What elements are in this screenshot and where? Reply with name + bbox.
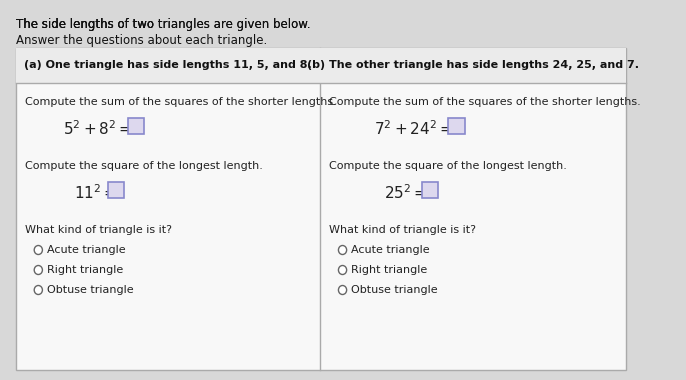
Text: Obtuse triangle: Obtuse triangle <box>351 285 438 295</box>
Text: (a) One triangle has side lengths 11, 5, and 8.: (a) One triangle has side lengths 11, 5,… <box>24 60 311 71</box>
Text: What kind of triangle is it?: What kind of triangle is it? <box>329 225 476 235</box>
Text: (b) The other triangle has side lengths 24, 25, and 7.: (b) The other triangle has side lengths … <box>307 60 639 71</box>
Text: Answer the questions about each triangle.: Answer the questions about each triangle… <box>16 34 267 47</box>
FancyBboxPatch shape <box>448 118 464 134</box>
Circle shape <box>338 245 346 255</box>
FancyBboxPatch shape <box>422 182 438 198</box>
Text: Acute triangle: Acute triangle <box>351 245 429 255</box>
Text: Right triangle: Right triangle <box>351 265 427 275</box>
FancyBboxPatch shape <box>108 182 124 198</box>
Text: The side lengths of two triangles are given below.: The side lengths of two triangles are gi… <box>16 18 310 31</box>
Text: $25^2 =$: $25^2 =$ <box>383 183 427 202</box>
Circle shape <box>34 266 43 274</box>
Circle shape <box>34 245 43 255</box>
Text: Acute triangle: Acute triangle <box>47 245 125 255</box>
Text: $11^2 =$: $11^2 =$ <box>74 183 117 202</box>
Circle shape <box>34 285 43 294</box>
Text: What kind of triangle is it?: What kind of triangle is it? <box>25 225 172 235</box>
Text: Compute the square of the longest length.: Compute the square of the longest length… <box>25 161 263 171</box>
Circle shape <box>338 285 346 294</box>
Text: The side lengths of two triangles are given below.: The side lengths of two triangles are gi… <box>16 18 310 31</box>
FancyBboxPatch shape <box>128 118 144 134</box>
Text: Compute the sum of the squares of the shorter lengths.: Compute the sum of the squares of the sh… <box>25 97 336 107</box>
Text: Right triangle: Right triangle <box>47 265 123 275</box>
Polygon shape <box>16 48 626 370</box>
Text: $5^2 + 8^2 =$: $5^2 + 8^2 =$ <box>63 119 132 138</box>
Text: Compute the square of the longest length.: Compute the square of the longest length… <box>329 161 567 171</box>
Text: Compute the sum of the squares of the shorter lengths.: Compute the sum of the squares of the sh… <box>329 97 641 107</box>
Text: The side lengths of two: The side lengths of two <box>16 18 157 31</box>
Text: $7^2 + 24^2 =$: $7^2 + 24^2 =$ <box>375 119 453 138</box>
Circle shape <box>338 266 346 274</box>
Polygon shape <box>320 48 626 83</box>
Text: Obtuse triangle: Obtuse triangle <box>47 285 133 295</box>
Polygon shape <box>16 48 320 83</box>
